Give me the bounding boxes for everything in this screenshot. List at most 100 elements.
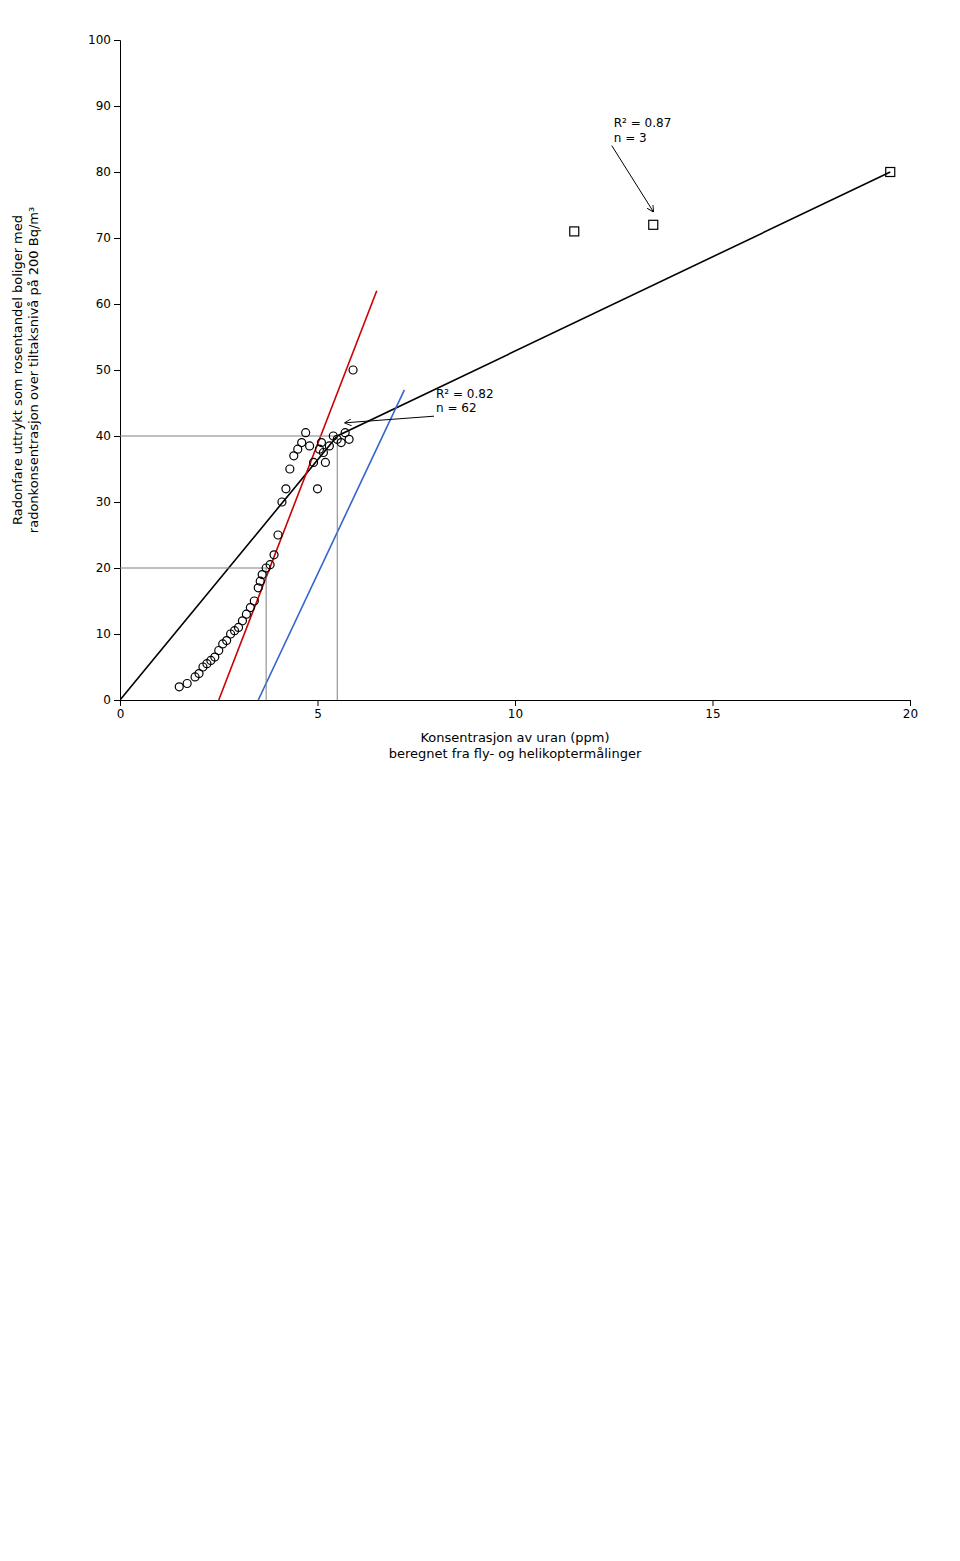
x-tick-mark bbox=[910, 700, 911, 706]
y-tick: 50 bbox=[96, 363, 120, 377]
marks bbox=[120, 168, 895, 701]
y-tick-mark bbox=[114, 370, 120, 371]
x-tick-mark bbox=[318, 700, 319, 706]
point bbox=[570, 227, 579, 236]
line bbox=[120, 172, 890, 700]
x-tick: 10 bbox=[508, 700, 523, 721]
point bbox=[183, 680, 191, 688]
point bbox=[286, 465, 294, 473]
point bbox=[250, 597, 258, 605]
y-tick-mark bbox=[114, 634, 120, 635]
y-tick-mark bbox=[114, 238, 120, 239]
point bbox=[345, 435, 353, 443]
point bbox=[319, 449, 327, 457]
y-tick-label: 40 bbox=[96, 429, 111, 443]
point bbox=[278, 498, 286, 506]
point bbox=[302, 429, 310, 437]
y-axis-line bbox=[114, 41, 121, 701]
y-tick: 20 bbox=[96, 561, 120, 575]
y-tick-mark bbox=[114, 304, 120, 305]
point bbox=[886, 168, 895, 177]
x-tick: 0 bbox=[117, 700, 125, 721]
point-series bbox=[570, 168, 895, 236]
y-tick-label: 60 bbox=[96, 297, 111, 311]
point bbox=[274, 531, 282, 539]
y-tick: 100 bbox=[88, 33, 120, 47]
point bbox=[298, 439, 306, 447]
y-tick-mark bbox=[114, 502, 120, 503]
y-tick-label: 100 bbox=[88, 33, 111, 47]
x-tick: 20 bbox=[903, 700, 918, 721]
x-tick-label: 0 bbox=[117, 707, 125, 721]
y-axis-title: Radonfare uttrykt som rosentandel bolige… bbox=[10, 207, 41, 533]
y-tick-mark bbox=[114, 40, 120, 41]
point bbox=[649, 220, 658, 229]
point bbox=[266, 561, 274, 569]
text-line: n = 3 bbox=[614, 131, 647, 145]
text-line: radonkonsentrasjon over tiltaksnivå på 2… bbox=[26, 207, 41, 533]
annotation: R² = 0.82n = 62 bbox=[436, 387, 494, 415]
y-tick: 90 bbox=[96, 99, 120, 113]
y-tick-mark bbox=[114, 700, 120, 701]
text-line: R² = 0.87 bbox=[614, 116, 672, 130]
y-tick: 80 bbox=[96, 165, 120, 179]
y-tick-label: 90 bbox=[96, 99, 111, 113]
point bbox=[337, 439, 345, 447]
point bbox=[306, 442, 314, 450]
y-tick: 30 bbox=[96, 495, 120, 509]
point bbox=[317, 439, 325, 447]
point bbox=[310, 458, 318, 466]
text-line: beregnet fra fly- og helikoptermålinger bbox=[389, 746, 642, 761]
point-series bbox=[175, 366, 357, 691]
plot: 0 5 10 15 20 0 10 20 30 40 50 60 70 80 90 100 Konsentras… bbox=[10, 33, 918, 761]
point bbox=[282, 485, 290, 493]
annotation: R² = 0.87n = 3 bbox=[614, 116, 672, 144]
x-axis: 0 5 10 15 20 bbox=[117, 700, 918, 721]
y-tick: 40 bbox=[96, 429, 120, 443]
y-tick: 60 bbox=[96, 297, 120, 311]
text-line: R² = 0.82 bbox=[436, 387, 494, 401]
y-tick-mark bbox=[114, 436, 120, 437]
y-tick-label: 50 bbox=[96, 363, 111, 377]
y-tick: 10 bbox=[96, 627, 120, 641]
line bbox=[219, 291, 377, 700]
point bbox=[321, 458, 329, 466]
point bbox=[349, 366, 357, 374]
x-tick-mark bbox=[515, 700, 516, 706]
y-tick-label: 80 bbox=[96, 165, 111, 179]
y-axis: 0 10 20 30 40 50 60 70 80 90 100 bbox=[88, 33, 120, 707]
y-tick-label: 70 bbox=[96, 231, 111, 245]
y-tick-mark bbox=[114, 568, 120, 569]
y-tick: 0 bbox=[103, 693, 120, 707]
line bbox=[120, 568, 266, 569]
y-tick-label: 10 bbox=[96, 627, 111, 641]
point bbox=[270, 551, 278, 559]
text-line: Konsentrasjon av uran (ppm) bbox=[420, 730, 609, 745]
annotation-arrow bbox=[345, 416, 434, 423]
x-tick-label: 20 bbox=[903, 707, 918, 721]
x-tick-label: 15 bbox=[705, 707, 720, 721]
annotations: R² = 0.87n = 3 R² = 0.82n = 62 bbox=[345, 116, 671, 423]
x-axis-line bbox=[121, 701, 911, 707]
x-tick-label: 10 bbox=[508, 707, 523, 721]
point bbox=[175, 683, 183, 691]
y-tick: 70 bbox=[96, 231, 120, 245]
y-tick-mark bbox=[114, 106, 120, 107]
text-line: n = 62 bbox=[436, 401, 477, 415]
x-tick-label: 5 bbox=[314, 707, 322, 721]
x-tick-mark bbox=[713, 700, 714, 706]
point bbox=[325, 442, 333, 450]
y-tick-label: 30 bbox=[96, 495, 111, 509]
line bbox=[266, 568, 267, 700]
x-axis-title: Konsentrasjon av uran (ppm)beregnet fra … bbox=[389, 730, 642, 761]
y-tick-label: 0 bbox=[103, 693, 111, 707]
y-tick-label: 20 bbox=[96, 561, 111, 575]
line bbox=[337, 436, 338, 700]
y-tick-mark bbox=[114, 172, 120, 173]
annotation-arrow bbox=[612, 146, 654, 212]
x-tick: 15 bbox=[705, 700, 720, 721]
point bbox=[314, 485, 322, 493]
text-line: Radonfare uttrykt som rosentandel bolige… bbox=[10, 215, 25, 525]
x-tick: 5 bbox=[314, 700, 322, 721]
chart: 0 5 10 15 20 0 10 20 30 40 50 60 70 80 90 100 Konsentras… bbox=[0, 0, 960, 780]
